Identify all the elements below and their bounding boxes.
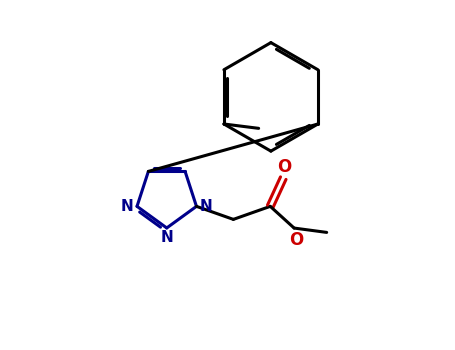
Text: N: N (160, 230, 173, 245)
Text: O: O (289, 231, 303, 249)
Text: N: N (200, 199, 212, 214)
Text: O: O (277, 158, 291, 176)
Text: N: N (121, 199, 134, 214)
